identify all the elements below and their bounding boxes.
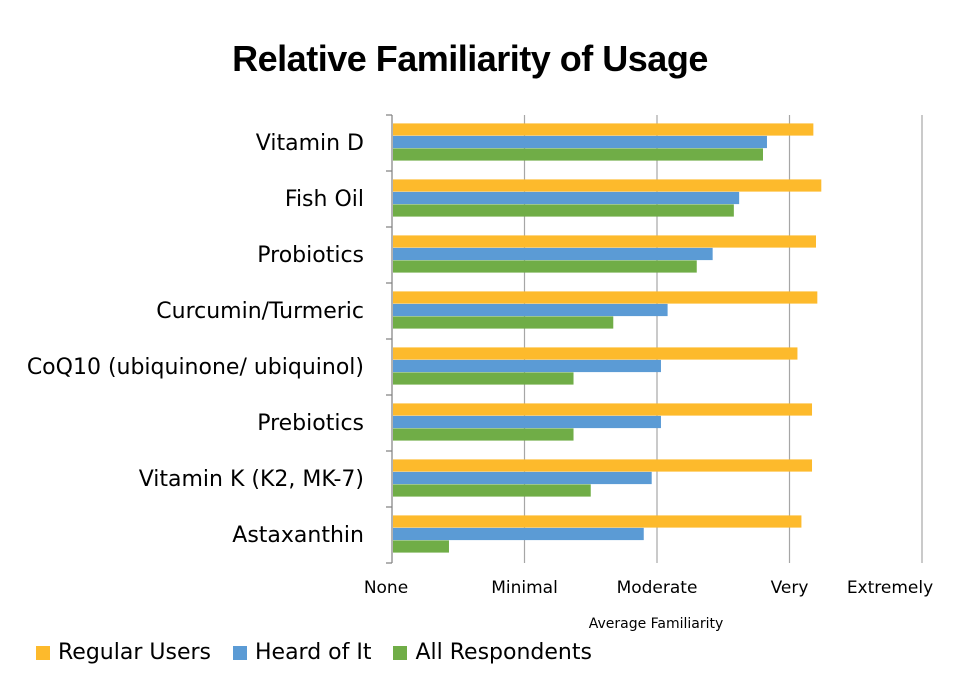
- bar-regular-users: [393, 179, 822, 192]
- legend-item-heard-of-it: Heard of It: [232, 640, 372, 665]
- bar-regular-users: [393, 291, 818, 304]
- x-tick-label: Very: [771, 578, 809, 598]
- bar-all-respondents: [393, 540, 449, 553]
- category-label: Astaxanthin: [232, 523, 364, 548]
- bar-heard-of-it: [393, 247, 713, 261]
- bar-heard-of-it: [393, 191, 740, 205]
- bar-regular-users: [393, 459, 813, 472]
- bar-all-respondents: [393, 372, 574, 385]
- bar-all-respondents: [393, 316, 614, 329]
- bar-heard-of-it: [393, 415, 661, 429]
- bar-chart: Vitamin D Fish Oil Probiotics Curcumin/Turm…: [27, 114, 933, 632]
- bar-all-respondents: [393, 148, 763, 161]
- x-axis-title: Average Familiarity: [589, 616, 724, 632]
- bar-all-respondents: [393, 484, 591, 497]
- legend-label: Heard of It: [254, 640, 372, 665]
- category-labels: Vitamin D Fish Oil Probiotics Curcumin/Turm…: [27, 131, 364, 548]
- bar-heard-of-it: [393, 527, 644, 541]
- bar-all-respondents: [393, 428, 574, 441]
- bar-heard-of-it: [393, 135, 767, 149]
- category-label: Probiotics: [257, 243, 364, 268]
- category-label: Prebiotics: [257, 411, 364, 436]
- chart-title: Relative Familiarity of Usage: [232, 38, 708, 79]
- bar-all-respondents: [393, 204, 734, 217]
- legend-swatch: [393, 645, 408, 660]
- legend-swatch: [36, 645, 50, 660]
- category-label: Vitamin D: [256, 131, 364, 156]
- legend-item-regular-users: Regular Users: [36, 640, 211, 665]
- x-tick-label: Extremely: [847, 578, 933, 598]
- x-tick-label: Minimal: [491, 578, 558, 598]
- category-label: CoQ10 (ubiquinone/ ubiquinol): [27, 355, 364, 380]
- category-label: Vitamin K (K2, MK-7): [139, 467, 364, 492]
- bar-heard-of-it: [393, 471, 652, 485]
- bar-regular-users: [393, 515, 802, 528]
- bar-regular-users: [393, 403, 813, 416]
- bar-heard-of-it: [393, 303, 668, 317]
- bar-regular-users: [393, 347, 798, 360]
- bars: [393, 123, 822, 553]
- category-label: Curcumin/Turmeric: [156, 299, 364, 324]
- legend-swatch: [232, 645, 247, 660]
- x-tick-label: Moderate: [617, 578, 698, 598]
- bar-regular-users: [393, 235, 816, 248]
- legend-label: All Respondents: [415, 640, 592, 665]
- legend-label: Regular Users: [58, 640, 211, 665]
- bar-regular-users: [393, 123, 814, 136]
- x-tick-labels: None Minimal Moderate Very Extremely: [364, 578, 933, 598]
- bar-all-respondents: [393, 260, 697, 273]
- x-tick-label: None: [364, 578, 408, 598]
- bar-heard-of-it: [393, 359, 661, 373]
- legend-item-all-respondents: All Respondents: [393, 640, 592, 665]
- legend: Regular Users Heard of It All Respondents: [36, 640, 614, 665]
- category-label: Fish Oil: [285, 187, 364, 212]
